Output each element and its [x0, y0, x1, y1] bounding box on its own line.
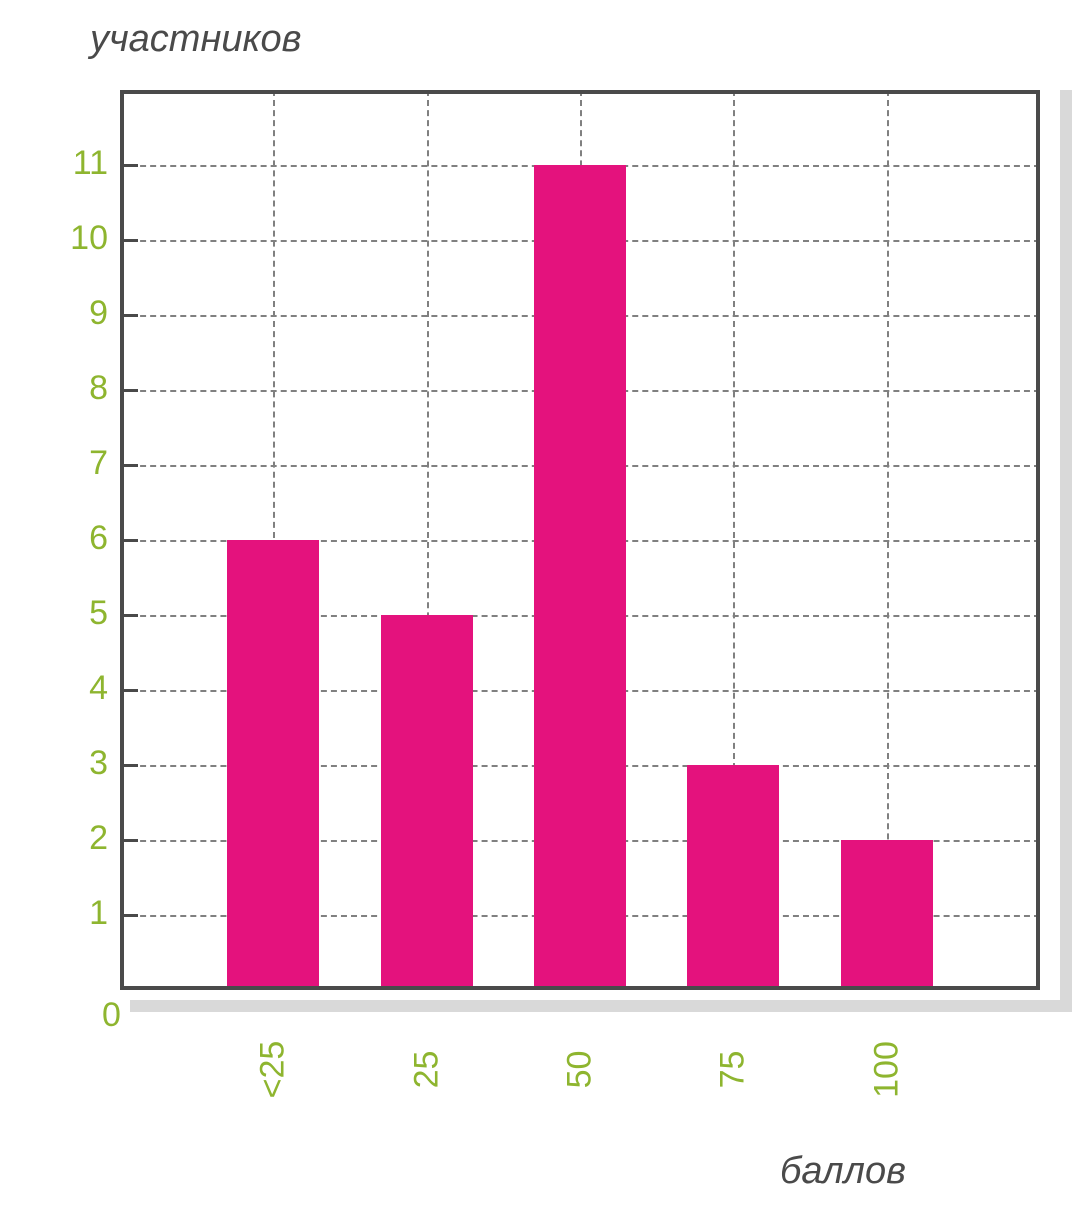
- y-tick-label: 10: [38, 219, 108, 258]
- y-tick-mark: [120, 689, 138, 692]
- y-tick-label: 5: [38, 594, 108, 633]
- x-axis-title: баллов: [780, 1150, 906, 1193]
- y-tick-label: 6: [38, 519, 108, 558]
- y-tick-mark: [120, 539, 138, 542]
- y-tick-label: 0: [102, 996, 142, 1035]
- y-tick-mark: [120, 764, 138, 767]
- y-axis-title: участников: [90, 18, 301, 61]
- y-tick-mark: [120, 914, 138, 917]
- y-tick-mark: [120, 239, 138, 242]
- y-tick-mark: [120, 614, 138, 617]
- y-tick-label: 4: [38, 669, 108, 708]
- y-tick-label: 1: [38, 894, 108, 933]
- x-tick-label: <25: [254, 1010, 293, 1130]
- y-tick-label: 8: [38, 369, 108, 408]
- right-edge-shadow: [1060, 90, 1072, 1010]
- y-tick-mark: [120, 164, 138, 167]
- y-tick-label: 3: [38, 744, 108, 783]
- x-tick-label: 25: [407, 1010, 446, 1130]
- y-tick-label: 2: [38, 819, 108, 858]
- y-tick-mark: [120, 464, 138, 467]
- plot-border: [120, 90, 1040, 990]
- x-tick-label: 50: [561, 1010, 600, 1130]
- y-tick-mark: [120, 389, 138, 392]
- plot-area: [120, 90, 1040, 990]
- y-tick-label: 9: [38, 294, 108, 333]
- y-tick-label: 7: [38, 444, 108, 483]
- chart-container: участников баллов 0 1 2 3 4 5 6 7 8 9 10 11 <25 25 50 7…: [0, 0, 1080, 1224]
- y-tick-mark: [120, 839, 138, 842]
- y-tick-mark: [120, 314, 138, 317]
- y-tick-label: 11: [38, 144, 108, 183]
- x-tick-label: 75: [714, 1010, 753, 1130]
- x-tick-label: 100: [867, 1010, 906, 1130]
